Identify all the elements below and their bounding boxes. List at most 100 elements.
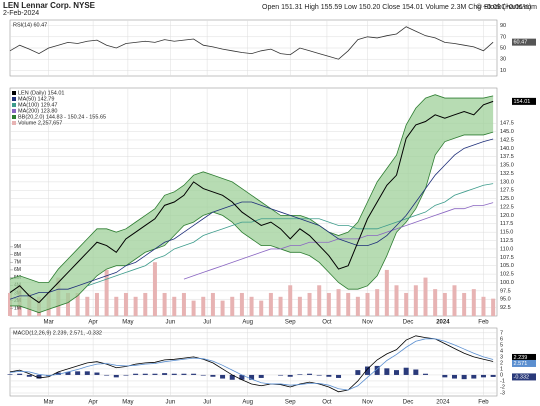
value-tag: -0.332: [514, 374, 530, 380]
volume-bar: [114, 296, 119, 316]
volume-tick-label: 1M: [14, 306, 21, 312]
y-tick-label: 117.5: [500, 221, 513, 227]
histogram-bar: [480, 374, 486, 378]
value-tag: 60.47: [514, 40, 528, 46]
volume-bar: [471, 289, 476, 316]
value-tag-bg: [512, 97, 536, 105]
bollinger-band: [10, 94, 494, 313]
legend-label: LEN (Daily) 154.01: [18, 90, 64, 96]
histogram-bar: [336, 374, 342, 378]
volume-bar: [481, 296, 486, 316]
histogram-bar: [307, 373, 313, 375]
x-tick-label: Jun: [166, 400, 176, 406]
histogram-bar: [7, 374, 13, 375]
histogram-bar: [258, 374, 264, 378]
y-tick-label: -3: [500, 390, 505, 396]
volume-tick-label: 7M: [14, 260, 21, 266]
histogram-bar: [471, 374, 477, 379]
x-tick-label: May: [122, 400, 133, 406]
value-tag: 2.239: [514, 355, 528, 361]
credit: © StockCharts.com: [477, 3, 538, 11]
volume-bar: [85, 296, 90, 316]
series-line: [9, 100, 494, 304]
y-tick-label: 122.5: [500, 204, 514, 210]
legend: MACD(12,26,9) 2.239, 2.571, -0.332: [13, 330, 102, 336]
volume-bar: [491, 298, 496, 316]
volume-tick-label: 8M: [14, 252, 21, 258]
y-tick-label: 102.5: [500, 272, 514, 278]
y-tick-label: 145.0: [500, 129, 514, 135]
histogram-bar: [374, 365, 380, 375]
histogram-bar: [461, 374, 467, 380]
histogram-bar: [104, 374, 110, 376]
y-tick-label: 112.5: [500, 238, 513, 244]
y-tick-label: 10: [500, 68, 506, 74]
legend-swatch: [12, 109, 16, 113]
y-tick-label: 107.5: [500, 255, 514, 261]
y-tick-label: 132.5: [500, 171, 514, 177]
legend-swatch: [12, 97, 16, 101]
y-tick-label: 147.5: [500, 121, 514, 127]
volume-bar: [201, 296, 206, 316]
value-tag: 154.01: [514, 99, 531, 105]
y-tick-label: 2: [500, 360, 503, 366]
y-tick-label: 125.0: [500, 196, 514, 202]
chart-date: 2-Feb-2024: [3, 10, 39, 17]
y-tick-label: 142.5: [500, 137, 514, 143]
series-line: [9, 335, 494, 393]
x-tick-label: Jul: [203, 320, 211, 326]
x-tick-label: Mar: [43, 400, 53, 406]
series-line: [10, 131, 494, 314]
histogram-bar: [152, 373, 158, 375]
y-tick-label: 137.5: [500, 154, 514, 160]
y-tick-label: 92.5: [500, 305, 511, 311]
series-line: [9, 94, 494, 283]
volume-bar: [75, 292, 80, 316]
histogram-bar: [490, 374, 496, 377]
histogram-bar: [394, 370, 400, 375]
series-line: [9, 338, 494, 391]
histogram-bar: [297, 374, 303, 375]
y-tick-label: 6: [500, 336, 503, 342]
histogram-bar: [210, 374, 216, 377]
histogram-bar: [316, 374, 322, 376]
volume-bar: [288, 285, 293, 316]
volume-bar: [413, 285, 418, 316]
histogram-bar: [278, 374, 284, 376]
volume-bar: [220, 300, 225, 316]
histogram-bar: [451, 374, 457, 379]
volume-bar: [181, 292, 186, 316]
x-tick-label: Apr: [88, 320, 97, 326]
value-tag-bg: [512, 359, 536, 367]
y-tick-label: -2: [500, 384, 505, 390]
histogram-bar: [113, 374, 119, 378]
histogram-bar: [26, 374, 32, 377]
volume-bar: [384, 269, 389, 316]
y-tick-label: 140.0: [500, 146, 514, 152]
y-tick-label: 7: [500, 330, 503, 336]
series-line: [87, 183, 494, 287]
histogram-bar: [249, 374, 255, 380]
x-tick-label: Jul: [203, 400, 211, 406]
volume-tick-label: 6M: [14, 267, 21, 273]
series-line: [9, 138, 494, 300]
volume-bar: [133, 296, 138, 316]
volume-bar: [307, 292, 312, 316]
histogram-bar: [65, 371, 71, 375]
volume-bar: [123, 292, 128, 316]
histogram-bar: [355, 370, 361, 375]
volume-bar: [355, 296, 360, 316]
x-tick-label: Feb: [478, 320, 489, 326]
x-tick-label: Jun: [166, 320, 176, 326]
value-tag: 2.571: [514, 361, 528, 367]
x-tick-label: 2024: [436, 400, 450, 406]
x-tick-label: Dec: [403, 400, 414, 406]
histogram-bar: [191, 373, 197, 375]
x-tick-label: Aug: [242, 320, 253, 326]
y-tick-label: 105.0: [500, 263, 514, 269]
legend: RSI(14) 60.47: [13, 22, 47, 28]
value-tag-bg: [512, 353, 536, 361]
volume-bar: [210, 292, 215, 316]
volume-tick-label: 9M: [14, 244, 21, 250]
